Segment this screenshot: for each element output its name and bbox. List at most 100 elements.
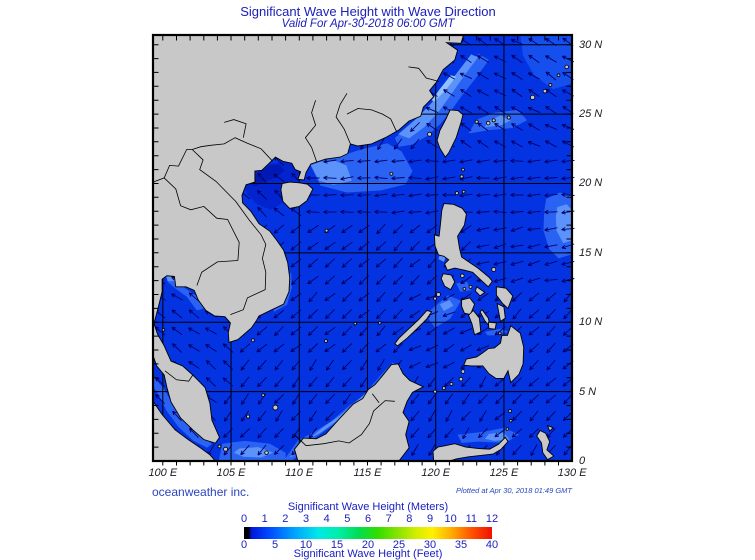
colorbar-meters-tick: 3 [302,513,310,525]
island [505,427,510,431]
island [460,369,466,374]
landmass [433,203,493,288]
lon-label: 130 E [557,467,587,479]
colorbar-meters-tick: 1 [261,513,268,525]
plotted-timestamp: Plotted at Apr 30, 2018 01:49 GMT [455,486,572,495]
landmass [487,321,497,330]
valid-time-subtitle: Valid For Apr-30-2018 06:00 GMT [281,18,455,30]
wave-height-contour [428,295,461,328]
island [506,115,511,120]
lon-label: 115 E [353,467,382,479]
country-border [196,260,238,286]
island [468,284,473,289]
colorbar-feet-tick: 20 [361,539,375,551]
country-border [191,149,267,315]
colorbar-meters-tick: 2 [282,513,289,525]
country-border [371,393,380,403]
island [498,331,502,336]
landmass [479,309,491,328]
colorbar-feet-title: Significant Wave Height (Feet) [293,548,443,560]
country-border [293,400,395,447]
landmass [432,436,509,462]
country-border [346,108,398,133]
landmass [536,429,555,461]
island [461,167,465,172]
colorbar-feet-tick: 25 [392,539,406,551]
island [272,404,279,411]
wave-height-contour [431,75,457,102]
wave-height-contour [246,164,285,187]
colorbar-feet-tick: 5 [271,539,279,551]
oceanweather-credit: oceanweather inc. [152,485,250,499]
landmass [294,363,425,462]
island [474,119,479,124]
landmass [280,181,314,209]
island [433,296,437,301]
colorbar-meters-tick: 12 [485,513,499,525]
landmass [463,324,525,384]
island [454,191,459,196]
colorbar-meters-tick: 0 [240,513,248,525]
island [264,450,269,455]
island [556,73,561,78]
wave-height-map [151,33,575,466]
colorbar-meters-tick: 4 [323,513,330,525]
landmass [436,109,464,158]
lat-label: 10 N [579,316,603,329]
colorbar-meters-tick: 9 [426,513,434,525]
landmass [546,424,554,433]
lat-label: 5 N [579,385,597,398]
wave-height-contour [233,447,274,458]
colorbar-feet-tick: 15 [330,539,344,551]
island [461,189,466,194]
island [462,287,467,291]
country-border [224,119,247,138]
landmass [152,34,465,444]
island [223,446,228,452]
country-border [408,66,440,82]
colorbar-meters-tick: 10 [444,513,457,525]
colorbar-meters-title: Significant Wave Height (Meters) [287,501,449,513]
colorbar-meters-tick: 6 [364,513,372,525]
wave-height-colorbar [244,527,492,539]
island [324,228,329,233]
island [491,118,496,123]
lat-label: 15 N [579,246,603,259]
country-border [163,177,240,261]
colorbar-feet-tick: 10 [299,539,313,551]
island [161,328,166,332]
lat-label: 20 N [579,177,603,190]
island [250,338,255,343]
landmass [474,286,486,297]
island [246,414,251,419]
island [427,131,432,137]
colorbar-feet-tick: 35 [454,539,468,551]
colorbar-feet-tick: 30 [423,539,437,551]
colorbar-feet-tick: 40 [485,539,499,551]
island [389,171,394,176]
island [548,83,553,87]
landmass [440,273,456,291]
page-title: Significant Wave Height with Wave Direct… [240,4,496,19]
country-border [335,93,351,145]
colorbar-meters-tick: 8 [406,513,413,525]
lon-label: 105 E [216,467,246,479]
colorbar-feet-tick: 0 [240,539,248,551]
country-border [304,100,318,163]
landmass [467,309,482,336]
island [564,64,569,70]
island [509,419,513,423]
lat-label: 30 N [579,38,603,51]
island [442,386,446,391]
wave-height-contour [289,365,393,458]
island [378,321,382,325]
wave-height-contour [456,282,472,292]
island [542,88,548,94]
lon-label: 100 E [148,467,178,479]
country-border [192,137,273,162]
landmass [495,286,514,310]
island [459,174,464,179]
island [436,292,441,297]
lon-label: 120 E [421,467,451,479]
colorbar-meters-tick: 7 [385,513,392,525]
